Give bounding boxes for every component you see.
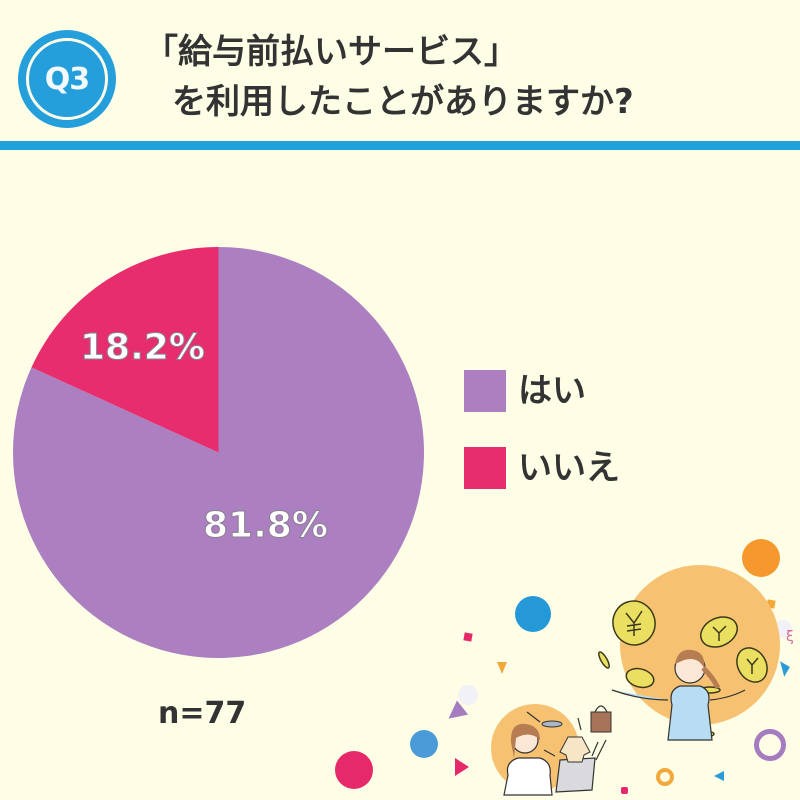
decor-orange-ring [656, 768, 674, 786]
decor-pink-circle [335, 751, 373, 789]
woman-right-hair [675, 649, 705, 668]
shopping-bag [590, 711, 612, 733]
decor-pink-squiggle: ξ [786, 629, 794, 645]
decor-purple-ring [754, 729, 786, 761]
legend-label-no: いいえ [518, 448, 620, 488]
pie-slice-yes [13, 247, 424, 658]
sample-size-note: n=77 [158, 696, 247, 731]
legend-label-yes: はい [518, 371, 586, 411]
decor-blue-circle-small [410, 730, 438, 758]
header-divider [0, 141, 800, 150]
decor-orange-circle [742, 539, 780, 577]
question-title-line2: を利用したことがありますか? [172, 82, 634, 122]
woman-left-top [503, 757, 553, 796]
peach-backdrop-large [620, 565, 780, 725]
legend-swatch-no [464, 447, 506, 489]
people-with-coins-illustration [491, 565, 780, 796]
decor-blue-circle [515, 596, 551, 632]
question-badge-label: Q3 [44, 61, 90, 97]
laptop [555, 757, 596, 793]
yen-symbols [625, 610, 759, 674]
question-number-badge: Q3 [18, 30, 116, 128]
jacket [559, 736, 591, 763]
pie-slice-no [31, 247, 219, 453]
legend-swatch-yes [464, 370, 506, 412]
motion-lines [526, 711, 607, 761]
question-title-line1: 「給与前払いサービス」 [144, 32, 518, 72]
pie-chart-svg [13, 247, 424, 658]
decor-pink-square [463, 632, 473, 642]
decor-pink-triangle [455, 758, 469, 776]
woman-left-hair [510, 723, 540, 758]
shoes [541, 720, 563, 728]
pie-label-yes: 81.8% [203, 505, 329, 546]
legend-item-no: いいえ [464, 447, 620, 489]
question-badge-ring: Q3 [26, 38, 108, 120]
decor-white-circle [458, 685, 478, 705]
decor-pink-dot [621, 787, 628, 794]
decor-blue-triangle-small [714, 771, 724, 781]
woman-right-top [667, 685, 713, 741]
pie-chart [13, 247, 424, 658]
woman-right-right-arm [709, 689, 746, 701]
woman-right-left-arm [611, 689, 669, 701]
legend-item-yes: はい [464, 370, 586, 412]
pie-label-no: 18.2% [80, 327, 206, 368]
decor-orange-triangle [497, 662, 507, 674]
